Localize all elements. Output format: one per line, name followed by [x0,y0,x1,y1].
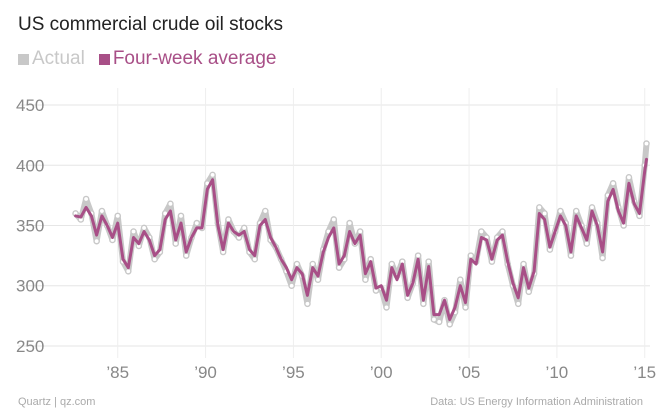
data-point-actual [346,219,353,227]
data-point-actual [335,264,343,271]
legend-item-actual: Actual [18,48,85,70]
legend-item-four-week-average: Four-week average [98,48,277,70]
legend: Actual Four-week average [18,48,277,70]
y-tick-label: 300 [16,277,44,296]
data-point-actual [124,267,132,275]
data-point-actual [625,174,633,181]
data-point-actual [520,260,527,268]
x-tick-label: ’10 [546,363,569,382]
data-point-actual [261,207,269,215]
data-point-actual [420,300,427,308]
footer-source-right: Data: US Energy Information Administrati… [430,396,643,408]
data-point-actual [114,212,122,220]
data-point-actual [209,171,216,179]
data-point-actual [193,219,201,227]
x-tick-label: ’90 [194,363,217,382]
y-tick-label: 450 [16,96,44,115]
data-point-actual [177,212,185,220]
data-point-actual [599,254,606,262]
data-point-actual [525,288,533,296]
x-tick-label: ’85 [106,363,129,382]
data-point-actual [414,252,422,259]
data-point-actual [388,260,396,268]
y-tick-label: 250 [16,337,44,356]
x-tick-label: ’00 [370,363,393,382]
legend-swatch-actual [18,53,29,65]
x-tick-label: ’95 [282,363,305,382]
data-point-actual [583,240,591,247]
data-point-actual [572,207,580,215]
legend-swatch-four-week-average [98,53,110,65]
x-tick-label: ’15 [633,363,656,382]
data-point-actual [456,276,464,284]
legend-label-actual: Actual [32,48,85,69]
x-tick-label: ’05 [458,363,481,382]
data-point-actual [588,204,596,211]
data-point-actual [557,207,564,215]
data-point-actual [609,180,617,187]
series-line-four-week-average [74,157,648,321]
data-point-actual [240,224,248,232]
y-tick-label: 350 [16,217,44,236]
data-point-actual [446,320,454,328]
data-point-actual [251,255,259,263]
data-point-actual [499,228,506,235]
data-point-actual [643,140,650,147]
data-point-actual [82,195,90,203]
chart-title: US commercial crude oil stocks [18,14,284,35]
data-point-actual [172,240,179,247]
data-point-actual [167,200,174,208]
data-point-actual [435,318,443,326]
data-point-actual [304,300,311,308]
data-point-actual [462,304,469,311]
data-point-actual [293,260,301,268]
data-point-actual [430,316,438,323]
data-point-actual [93,237,100,245]
legend-label-four-week-average: Four-week average [112,48,277,69]
data-point-actual [467,252,475,259]
data-point-actual [314,276,322,284]
data-point-actual [330,216,338,223]
y-tick-label: 400 [16,156,44,175]
data-point-actual [567,252,575,259]
data-point-actual [225,216,232,223]
data-point-actual [182,252,190,259]
data-point-actual [151,255,158,263]
data-point-actual [140,224,148,232]
data-point-actual [288,282,295,290]
data-point-actual [383,304,390,311]
data-point-actual [536,204,543,211]
data-point-actual [478,228,485,235]
footer-source-left: Quartz | qz.com [18,396,96,408]
data-point-actual [541,210,548,217]
data-point-actual [130,228,137,235]
data-point-actual [309,260,317,268]
data-point-actual [356,228,364,235]
data-point-actual [98,207,106,215]
data-point-actual [514,300,522,308]
data-point-actual [425,258,432,265]
data-point-actual [362,276,369,284]
